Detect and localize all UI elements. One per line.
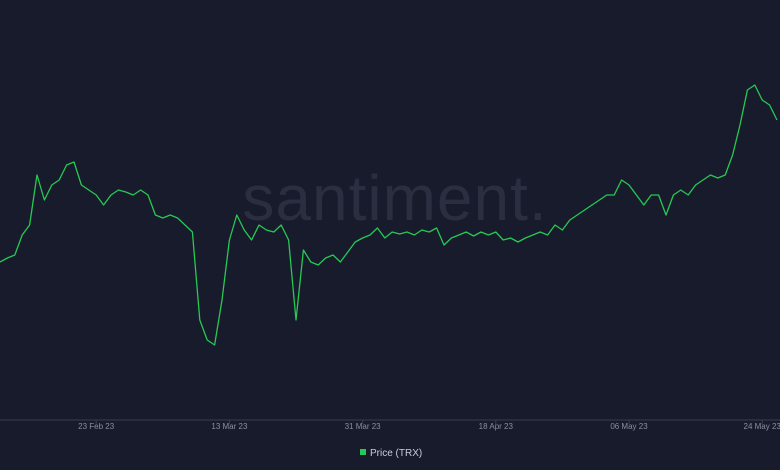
x-tick-label: 24 May 23: [744, 422, 780, 431]
watermark: santiment.: [242, 162, 547, 234]
x-tick-label: 23 Feb 23: [78, 422, 115, 431]
legend-item: Price (TRX): [360, 448, 422, 459]
x-tick-label: 18 Apr 23: [479, 422, 514, 431]
price-line: [0, 84, 778, 346]
x-tick-label: 31 Mar 23: [345, 422, 382, 431]
x-tick-label: 13 Mar 23: [211, 422, 248, 431]
legend-label: Price (TRX): [370, 448, 422, 459]
legend-swatch: [360, 449, 366, 455]
x-tick-label: 06 May 23: [610, 422, 648, 431]
